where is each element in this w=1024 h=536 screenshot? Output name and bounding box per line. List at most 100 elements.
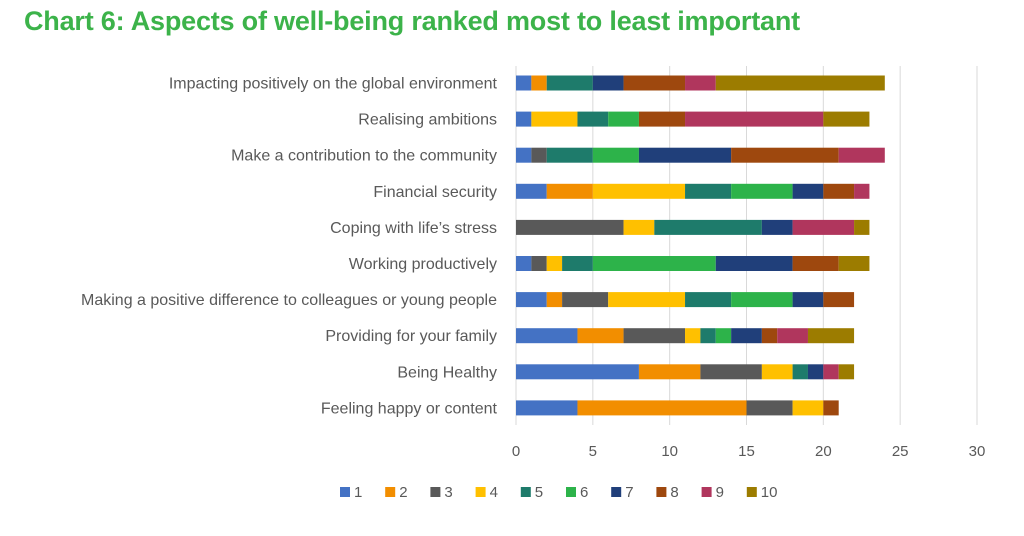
bar-segment-rank-7 <box>807 364 824 380</box>
bar-segment-rank-9 <box>685 75 716 91</box>
bar-segment-rank-10 <box>715 75 885 91</box>
bar-segment-rank-3 <box>746 400 793 416</box>
legend-swatch <box>656 487 667 497</box>
category-label: Working productively <box>349 256 497 273</box>
legend-label: 8 <box>670 484 678 501</box>
legend-label: 10 <box>761 484 778 501</box>
bar-segment-rank-6 <box>608 111 639 127</box>
bar-segment-rank-3 <box>623 328 686 344</box>
bar-segment-rank-1 <box>516 147 532 163</box>
x-tick-label: 25 <box>892 443 909 460</box>
category-label: Make a contribution to the community <box>231 148 497 165</box>
legend-label: 1 <box>354 484 362 501</box>
bar-segment-rank-7 <box>761 219 793 235</box>
category-label: Coping with life’s stress <box>330 220 497 237</box>
bar-segment-rank-4 <box>531 111 578 127</box>
legend-label: 6 <box>580 484 588 501</box>
bar-segment-rank-2 <box>546 183 593 199</box>
bar-segment-rank-5 <box>562 256 593 271</box>
bar-segment-rank-9 <box>854 183 870 199</box>
bar-segment-rank-8 <box>823 400 839 416</box>
bar-segment-rank-9 <box>685 111 824 127</box>
category-label: Impacting positively on the global envir… <box>169 76 498 93</box>
bar-segment-rank-5 <box>792 364 808 380</box>
legend-swatch <box>520 487 531 497</box>
bar-segment-rank-1 <box>516 328 578 344</box>
legend-label: 4 <box>490 484 498 501</box>
legend-swatch <box>385 487 396 497</box>
bar-segment-rank-9 <box>838 147 885 163</box>
bar-segment-rank-2 <box>638 364 701 380</box>
legend-swatch <box>701 487 712 497</box>
bar-segment-rank-3 <box>562 292 609 308</box>
bar-segment-rank-2 <box>577 400 747 416</box>
legend-label: 3 <box>444 484 452 501</box>
bar-segment-rank-7 <box>731 328 762 344</box>
bar-segment-rank-1 <box>516 400 578 416</box>
bar-segment-rank-7 <box>592 75 624 91</box>
bar-segment-rank-3 <box>531 256 547 271</box>
bar-segment-rank-6 <box>731 292 793 308</box>
category-label: Making a positive difference to colleagu… <box>81 292 497 309</box>
category-label: Realising ambitions <box>358 112 497 129</box>
bar-segment-rank-7 <box>638 147 732 163</box>
bar-segment-rank-5 <box>654 219 762 235</box>
bar-segment-rank-6 <box>592 256 716 271</box>
bar-segment-rank-1 <box>516 292 547 308</box>
bar-segment-rank-5 <box>577 111 609 127</box>
bar-segment-rank-8 <box>731 147 839 163</box>
bar-segment-rank-5 <box>700 328 716 344</box>
bar-segment-rank-3 <box>700 364 762 380</box>
bar-segment-rank-1 <box>516 256 532 271</box>
legend-label: 5 <box>535 484 543 501</box>
bars <box>516 75 885 416</box>
bar-segment-rank-8 <box>623 75 686 91</box>
x-tick-label: 30 <box>969 443 986 460</box>
bar-segment-rank-2 <box>577 328 624 344</box>
bar-segment-rank-1 <box>516 75 532 91</box>
bar-segment-rank-10 <box>838 364 855 380</box>
bar-segment-rank-8 <box>792 256 839 271</box>
bar-segment-rank-7 <box>715 256 793 271</box>
bar-segment-rank-10 <box>854 219 870 235</box>
x-tick-label: 5 <box>589 443 597 460</box>
category-label: Feeling happy or content <box>321 400 498 417</box>
x-tick-label: 15 <box>738 443 755 460</box>
bar-segment-rank-3 <box>516 219 624 235</box>
category-label: Financial security <box>373 184 497 201</box>
bar-segment-rank-5 <box>546 147 593 163</box>
bar-segment-rank-8 <box>823 183 855 199</box>
category-label: Providing for your family <box>325 328 497 345</box>
x-tick-label: 10 <box>661 443 678 460</box>
legend-swatch <box>611 487 622 497</box>
category-label: Being Healthy <box>397 364 497 381</box>
bar-segment-rank-1 <box>516 183 547 199</box>
bar-segment-rank-4 <box>592 183 686 199</box>
bar-segment-rank-5 <box>685 292 732 308</box>
category-labels: Impacting positively on the global envir… <box>81 76 498 418</box>
legend-swatch <box>340 487 350 497</box>
bar-segment-rank-6 <box>592 147 639 163</box>
bar-segment-rank-8 <box>823 292 855 308</box>
legend-swatch <box>430 487 441 497</box>
bar-segment-rank-10 <box>807 328 855 344</box>
bar-segment-rank-9 <box>823 364 839 380</box>
bar-segment-rank-2 <box>531 75 547 91</box>
legend-label: 2 <box>399 484 407 501</box>
bar-segment-rank-4 <box>792 400 824 416</box>
bar-segment-rank-4 <box>761 364 793 380</box>
bar-segment-rank-6 <box>715 328 732 344</box>
legend: 1 2 3 4 5 6 7 8 9 10 <box>340 484 777 501</box>
bar-segment-rank-9 <box>792 219 855 235</box>
bar-segment-rank-8 <box>761 328 778 344</box>
bar-segment-rank-2 <box>546 292 563 308</box>
x-axis-tick-labels: 0 5 10 15 20 25 30 <box>512 443 986 460</box>
bar-segment-rank-6 <box>731 183 793 199</box>
bar-segment-rank-10 <box>838 256 870 271</box>
bar-segment-rank-4 <box>685 328 701 344</box>
bar-segment-rank-7 <box>792 292 824 308</box>
legend-label: 7 <box>625 484 633 501</box>
x-tick-label: 0 <box>512 443 520 460</box>
legend-swatch <box>566 487 576 497</box>
